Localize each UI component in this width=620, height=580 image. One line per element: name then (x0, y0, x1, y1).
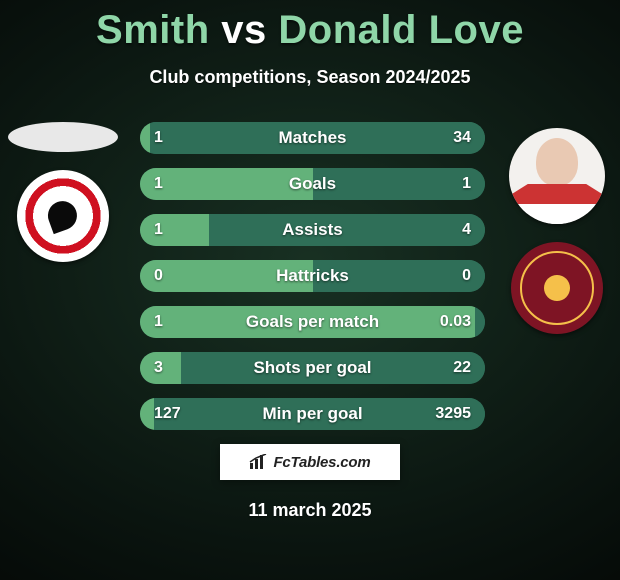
stat-bar: 10.03Goals per match (140, 306, 485, 338)
bar-value-right: 4 (448, 214, 485, 246)
subtitle: Club competitions, Season 2024/2025 (0, 67, 620, 88)
watermark-text: FcTables.com (273, 454, 370, 471)
bar-value-left: 1 (140, 168, 177, 200)
bar-value-right: 1 (448, 168, 485, 200)
bar-value-left: 1 (140, 122, 177, 154)
stat-bar: 322Shots per goal (140, 352, 485, 384)
bar-value-right: 3295 (421, 398, 485, 430)
title-vs: vs (221, 8, 267, 52)
bar-value-left: 0 (140, 260, 177, 292)
comparison-bars: 134Matches11Goals14Assists00Hattricks10.… (140, 122, 485, 430)
right-avatars (502, 128, 612, 334)
bar-fill-right (150, 122, 485, 154)
stat-bar: 00Hattricks (140, 260, 485, 292)
bar-fill-right (209, 214, 485, 246)
bar-fill-left (140, 306, 475, 338)
player2-club-badge (511, 242, 603, 334)
stat-bar: 11Goals (140, 168, 485, 200)
date: 11 march 2025 (0, 500, 620, 521)
bar-value-right: 34 (439, 122, 485, 154)
left-avatars (8, 122, 118, 262)
bar-value-right: 0.03 (426, 306, 485, 338)
player1-club-badge (17, 170, 109, 262)
stat-bar: 1273295Min per goal (140, 398, 485, 430)
bar-value-right: 22 (439, 352, 485, 384)
player1-photo-placeholder (8, 122, 118, 152)
bar-value-left: 127 (140, 398, 195, 430)
stat-bar: 134Matches (140, 122, 485, 154)
page-title: Smith vs Donald Love (0, 0, 620, 53)
bar-value-left: 3 (140, 352, 177, 384)
stat-bar: 14Assists (140, 214, 485, 246)
player2-photo (509, 128, 605, 224)
chart-icon (249, 454, 267, 470)
title-player1: Smith (96, 8, 210, 52)
bar-value-right: 0 (448, 260, 485, 292)
title-player2: Donald Love (278, 8, 524, 52)
watermark: FcTables.com (220, 444, 400, 480)
bar-value-left: 1 (140, 306, 177, 338)
bar-value-left: 1 (140, 214, 177, 246)
